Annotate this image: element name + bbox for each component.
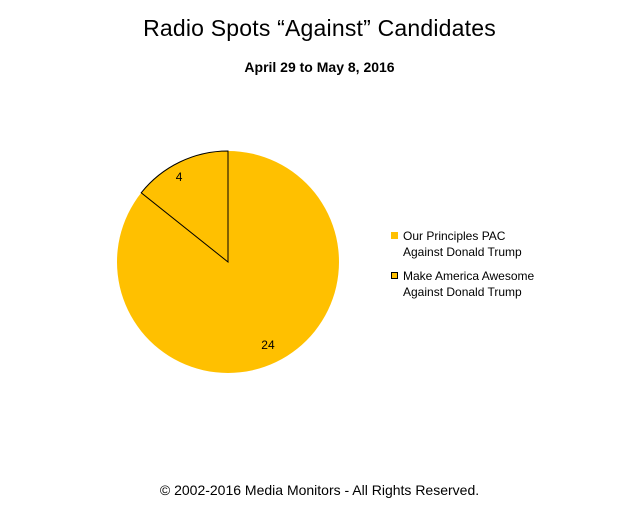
data-label-2: 4 [176, 170, 183, 184]
data-label-1: 24 [261, 338, 275, 352]
legend-entry-1: Our Principles PAC Against Donald Trump [391, 228, 631, 260]
legend: Our Principles PAC Against Donald Trump M… [391, 228, 631, 308]
legend-label-1: Our Principles PAC Against Donald Trump [403, 229, 522, 259]
pie-slice-2 [140, 150, 229, 264]
legend-swatch-2 [391, 272, 398, 279]
legend-label-2: Make America Awesome Against Donald Trum… [403, 269, 535, 299]
chart-title: Radio Spots “Against” Candidates [143, 15, 496, 41]
chart-subtitle: April 29 to May 8, 2016 [244, 59, 395, 75]
legend-swatch-1 [391, 232, 398, 239]
copyright-footer: © 2002-2016 Media Monitors - All Rights … [159, 482, 480, 498]
legend-entry-2: Make America Awesome Against Donald Trum… [391, 268, 631, 300]
